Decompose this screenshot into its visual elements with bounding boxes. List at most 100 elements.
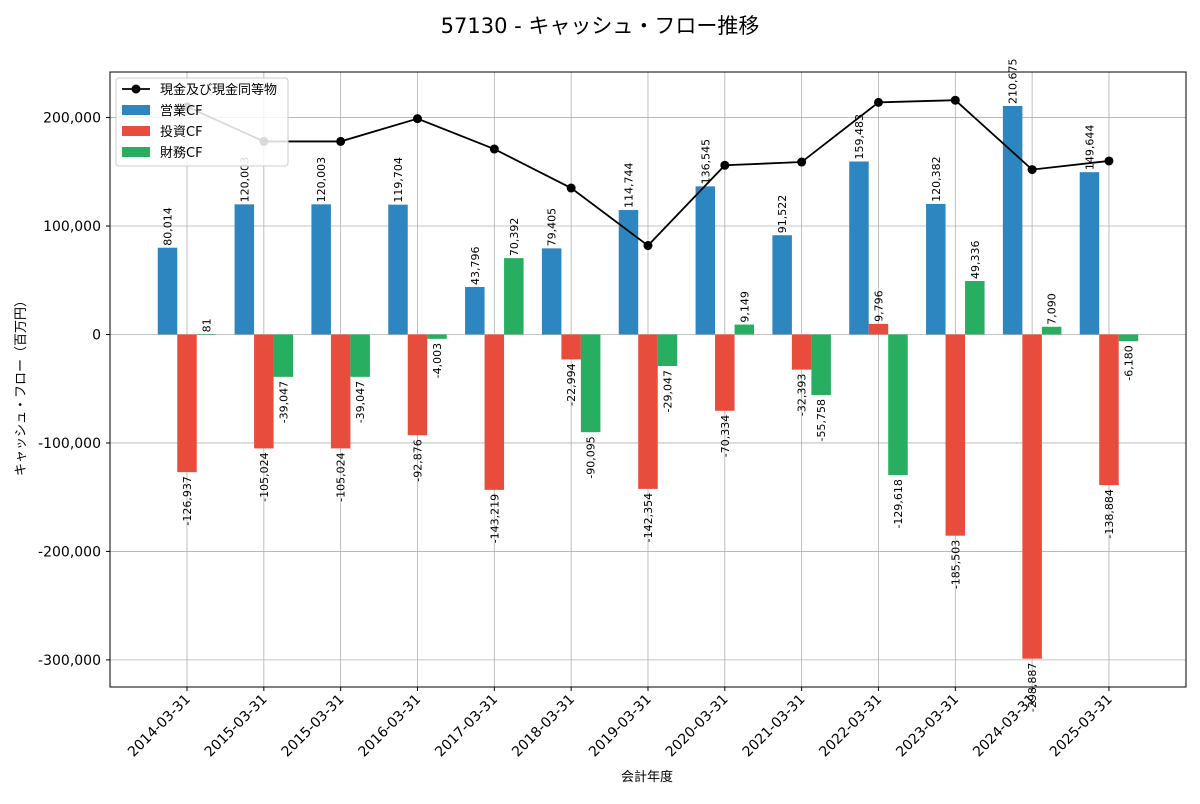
data-label-営業CF: 119,704 <box>392 157 405 203</box>
bars <box>157 105 1139 659</box>
data-label-営業CF: 136,545 <box>699 139 712 185</box>
bar-財務CF <box>580 334 601 433</box>
data-label-営業CF: 120,003 <box>315 157 328 203</box>
bar-営業CF <box>311 204 331 335</box>
legend-swatch-財務CF <box>122 147 150 157</box>
data-label-財務CF: 7,090 <box>1046 293 1059 325</box>
cash-line-point <box>489 144 499 154</box>
data-label-投資CF: 9,796 <box>872 290 885 322</box>
data-label-営業CF: 91,522 <box>776 195 789 234</box>
data-label-営業CF: 120,003 <box>238 157 251 203</box>
data-label-投資CF: -126,937 <box>181 476 194 525</box>
bar-投資CF <box>1022 334 1042 659</box>
bar-投資CF <box>177 334 197 473</box>
bar-財務CF <box>427 334 447 339</box>
legend-label: 投資CF <box>160 124 203 140</box>
data-label-財務CF: -6,180 <box>1122 345 1135 380</box>
data-label-財務CF: -4,003 <box>431 343 444 378</box>
data-label-投資CF: -143,219 <box>488 494 501 543</box>
y-tick-label: -300,000 <box>38 653 101 669</box>
data-label-投資CF: -105,024 <box>335 452 348 501</box>
bar-営業CF <box>541 248 562 335</box>
bar-財務CF <box>1041 326 1062 335</box>
bar-財務CF <box>273 334 294 377</box>
cash-line-point <box>873 97 883 107</box>
legend-label: 財務CF <box>160 146 203 161</box>
data-label-営業CF: 120,382 <box>930 156 943 202</box>
legend-box <box>115 77 289 167</box>
chart-title: 57130 - キャッシュ・フロー推移 <box>441 14 760 38</box>
data-label-財務CF: -39,047 <box>277 381 290 423</box>
cash-line-point <box>566 183 576 193</box>
y-tick-label: -100,000 <box>38 436 101 452</box>
data-label-営業CF: 149,644 <box>1083 125 1096 171</box>
bar-財務CF <box>1118 334 1139 342</box>
bar-投資CF <box>330 334 351 449</box>
bar-投資CF <box>1099 334 1119 486</box>
bar-投資CF <box>791 334 812 370</box>
cash-line-point <box>950 95 960 105</box>
bar-投資CF <box>945 334 966 536</box>
data-label-財務CF: 81 <box>201 318 214 332</box>
data-labels: 80,014 120,003 120,003 119,704 43,796 79,405 1… <box>162 58 1136 712</box>
bar-営業CF <box>695 186 716 335</box>
data-label-投資CF: -142,354 <box>642 493 655 542</box>
data-label-財務CF: 9,149 <box>738 291 751 323</box>
bar-財務CF <box>734 324 755 335</box>
cash-line-point <box>797 157 807 167</box>
bar-営業CF <box>618 210 639 335</box>
bar-営業CF <box>234 204 255 335</box>
cash-line-point <box>412 114 422 124</box>
bar-投資CF <box>484 334 505 490</box>
bar-営業CF <box>772 235 792 335</box>
data-label-財務CF: 70,392 <box>508 218 521 257</box>
bar-投資CF <box>254 334 274 449</box>
bar-投資CF <box>407 334 428 436</box>
data-label-財務CF: 49,336 <box>969 240 982 279</box>
cash-line-point <box>643 241 653 251</box>
data-label-営業CF: 210,675 <box>1007 58 1020 104</box>
data-label-営業CF: 43,796 <box>469 246 482 285</box>
cash-line <box>182 95 1114 251</box>
cash-line-point <box>1027 165 1037 175</box>
cash-line-point <box>1104 156 1114 166</box>
bar-営業CF <box>1079 172 1100 335</box>
data-label-投資CF: -32,393 <box>796 374 809 416</box>
bar-営業CF <box>849 161 869 335</box>
bar-投資CF <box>715 334 735 411</box>
bar-営業CF <box>157 247 178 335</box>
data-label-財務CF: -129,618 <box>892 479 905 528</box>
bar-営業CF <box>1002 105 1023 335</box>
legend-label: 営業CF <box>160 103 203 119</box>
data-label-財務CF: -39,047 <box>354 381 367 423</box>
legend-marker <box>131 84 141 94</box>
bar-投資CF <box>638 334 658 489</box>
x-axis-title: 会計年度 <box>621 769 673 785</box>
legend-label: 現金及び現金同等物 <box>160 82 277 98</box>
data-label-営業CF: 114,744 <box>622 163 635 209</box>
bar-財務CF <box>965 280 985 335</box>
cash-line-point <box>720 160 730 170</box>
y-axis-title: キャッシュ・フロー（百万円） <box>14 294 29 476</box>
data-label-財務CF: -29,047 <box>661 370 674 412</box>
bar-営業CF <box>926 203 946 335</box>
data-label-営業CF: 80,014 <box>162 207 175 246</box>
data-label-投資CF: -185,503 <box>949 540 962 589</box>
data-label-投資CF: -105,024 <box>258 452 271 501</box>
data-label-投資CF: -138,884 <box>1103 489 1116 538</box>
bar-営業CF <box>465 286 485 335</box>
bar-投資CF <box>561 334 581 360</box>
bar-財務CF <box>657 334 678 366</box>
data-label-財務CF: -55,758 <box>815 399 828 441</box>
y-tick-label: 100,000 <box>43 219 101 235</box>
bar-営業CF <box>388 204 408 335</box>
y-tick-label: 200,000 <box>43 111 101 127</box>
bar-財務CF <box>811 334 831 395</box>
y-tick-label: 0 <box>92 327 101 343</box>
legend-swatch-投資CF <box>122 126 150 136</box>
data-label-投資CF: -22,994 <box>565 363 578 405</box>
data-label-営業CF: 79,405 <box>546 208 559 247</box>
